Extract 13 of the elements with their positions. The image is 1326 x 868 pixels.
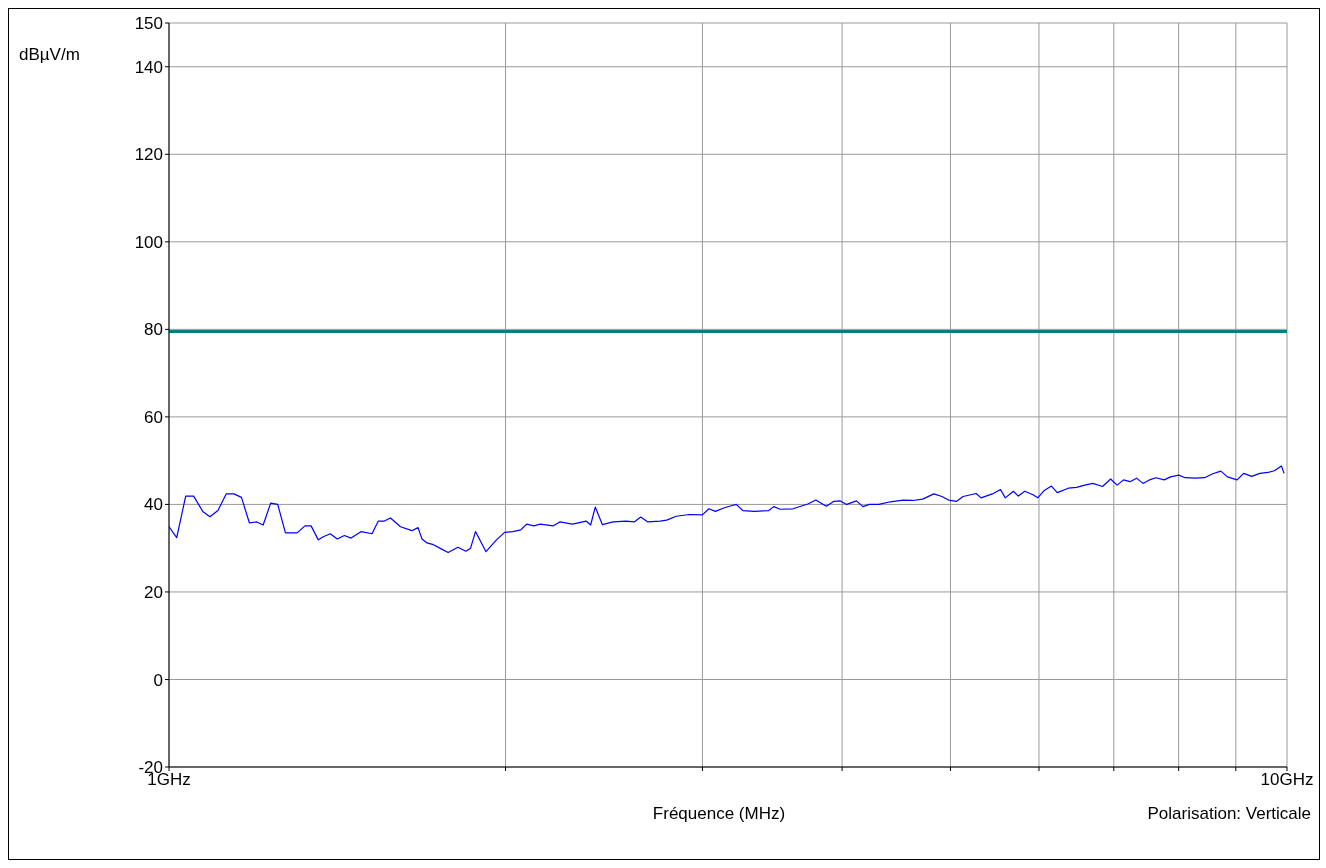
y-tick-label: 150 [134, 14, 163, 34]
y-tick-label: 40 [144, 495, 163, 515]
x-tick-label: 10GHz [1260, 770, 1314, 790]
y-tick-label: 140 [134, 57, 163, 77]
y-tick-label: 60 [144, 407, 163, 427]
text: Polarisation: Verticale [1147, 804, 1311, 824]
y-tick-label: 80 [144, 320, 163, 340]
y-tick-label: 120 [134, 145, 163, 165]
y-tick-label: 0 [153, 670, 163, 690]
x-axis-title: Fréquence (MHz) [651, 804, 787, 824]
y-axis-title: dBµV/m [19, 45, 80, 65]
y-tick-label: 20 [144, 582, 163, 602]
y-tick-label: 100 [134, 232, 163, 252]
